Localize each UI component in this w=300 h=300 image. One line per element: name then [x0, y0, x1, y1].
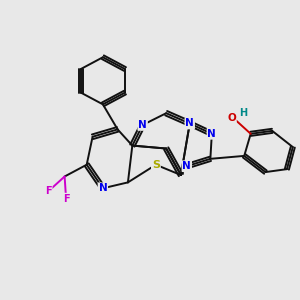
Text: N: N — [138, 120, 147, 130]
Text: F: F — [45, 186, 52, 196]
Text: N: N — [208, 129, 216, 139]
Text: N: N — [98, 183, 107, 193]
Text: N: N — [182, 161, 191, 171]
Text: N: N — [185, 118, 194, 128]
Text: F: F — [63, 194, 69, 204]
Text: O: O — [227, 112, 236, 123]
Text: H: H — [239, 108, 247, 118]
Text: S: S — [152, 160, 160, 170]
